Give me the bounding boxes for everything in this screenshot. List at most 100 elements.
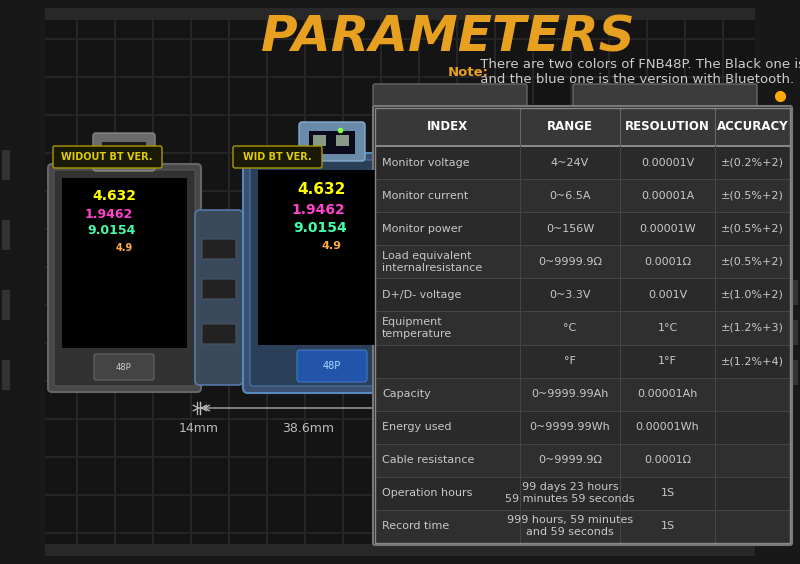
Bar	[494, 0, 495, 564]
Bar	[2, 220, 10, 250]
Text: °F: °F	[564, 356, 576, 366]
Text: ±(1.0%+2): ±(1.0%+2)	[721, 290, 784, 300]
Bar	[190, 0, 191, 564]
Bar	[375, 212, 790, 245]
Bar	[684, 0, 686, 564]
Text: 0~9999.99Ah: 0~9999.99Ah	[531, 389, 609, 399]
Text: 0.0001Ω: 0.0001Ω	[644, 257, 691, 267]
Bar	[375, 108, 790, 146]
Text: Equipment
temperature: Equipment temperature	[382, 317, 452, 339]
Bar	[0, 266, 800, 267]
Text: 999 hours, 59 minutes
and 59 seconds: 999 hours, 59 minutes and 59 seconds	[507, 515, 633, 537]
Bar	[0, 0, 2, 564]
Bar	[375, 245, 790, 278]
Text: Energy used: Energy used	[382, 422, 451, 432]
Bar	[375, 345, 790, 377]
Text: ±(1.2%+3): ±(1.2%+3)	[721, 323, 784, 333]
Text: 0.001V: 0.001V	[648, 290, 687, 300]
Bar	[336, 135, 349, 146]
Text: 0.00001Ah: 0.00001Ah	[638, 389, 698, 399]
Text: 0.00001V: 0.00001V	[641, 157, 694, 168]
FancyBboxPatch shape	[573, 84, 757, 108]
Bar	[342, 0, 343, 564]
Text: 1.9462: 1.9462	[85, 208, 133, 221]
FancyBboxPatch shape	[373, 84, 527, 108]
Text: ±(0.5%+2): ±(0.5%+2)	[721, 224, 784, 233]
FancyBboxPatch shape	[94, 354, 154, 380]
Bar	[375, 146, 790, 179]
Bar	[375, 377, 790, 411]
Text: 0~6.5A: 0~6.5A	[550, 191, 590, 201]
Bar	[0, 532, 800, 534]
Text: Monitor power: Monitor power	[382, 224, 462, 233]
Bar	[0, 0, 800, 2]
Bar	[114, 0, 115, 564]
Bar	[375, 179, 790, 212]
Bar	[375, 278, 790, 311]
Bar	[375, 510, 790, 543]
Text: Monitor current: Monitor current	[382, 191, 468, 201]
Bar	[0, 456, 800, 457]
Text: RANGE: RANGE	[547, 121, 593, 134]
Bar	[0, 0, 45, 564]
FancyBboxPatch shape	[53, 146, 162, 168]
Text: °C: °C	[563, 323, 577, 333]
Text: 0.00001Wh: 0.00001Wh	[636, 422, 699, 432]
Bar	[309, 131, 355, 154]
FancyBboxPatch shape	[93, 133, 155, 171]
Text: Load equivalent
internalresistance: Load equivalent internalresistance	[382, 251, 482, 273]
Bar	[2, 150, 10, 180]
Text: 4.632: 4.632	[298, 183, 346, 197]
Bar	[0, 304, 800, 306]
FancyBboxPatch shape	[48, 164, 201, 392]
Bar	[62, 178, 187, 348]
Bar	[2, 290, 10, 320]
Text: Record time: Record time	[382, 522, 450, 531]
Text: 0~9999.99Wh: 0~9999.99Wh	[530, 422, 610, 432]
Bar	[304, 0, 306, 564]
Text: PARAMETERS: PARAMETERS	[261, 14, 635, 62]
Bar	[258, 170, 406, 345]
Bar	[0, 152, 800, 153]
Text: 0.00001A: 0.00001A	[641, 191, 694, 201]
Text: 1S: 1S	[661, 522, 674, 531]
Text: Monitor voltage: Monitor voltage	[382, 157, 470, 168]
Bar	[608, 0, 610, 564]
Bar	[152, 0, 154, 564]
Bar	[375, 411, 790, 444]
Text: Cable resistance: Cable resistance	[382, 455, 474, 465]
Text: 99 days 23 hours
59 minutes 59 seconds: 99 days 23 hours 59 minutes 59 seconds	[506, 482, 634, 504]
Text: 9.0154: 9.0154	[293, 221, 347, 235]
Text: ±(0.5%+2): ±(0.5%+2)	[721, 257, 784, 267]
Text: 9.0154: 9.0154	[88, 223, 136, 236]
Text: 0~3.3V: 0~3.3V	[550, 290, 590, 300]
Bar	[228, 0, 230, 564]
Bar	[266, 0, 267, 564]
FancyBboxPatch shape	[195, 210, 243, 385]
Text: 4.632: 4.632	[92, 189, 136, 203]
Bar	[0, 38, 800, 39]
Bar	[790, 360, 798, 385]
FancyBboxPatch shape	[202, 239, 236, 259]
Text: 14mm: 14mm	[178, 422, 218, 435]
Bar	[106, 146, 118, 156]
Bar	[0, 544, 800, 564]
Text: There are two colors of FNB48P. The Black one is the versionwithout Bluetooth,
 : There are two colors of FNB48P. The Blac…	[476, 58, 800, 86]
Bar	[646, 0, 647, 564]
Bar	[0, 494, 800, 496]
Bar	[0, 114, 800, 116]
Text: 1S: 1S	[661, 488, 674, 499]
FancyBboxPatch shape	[250, 160, 414, 386]
Text: ±(1.2%+4): ±(1.2%+4)	[721, 356, 784, 366]
Bar	[375, 145, 790, 147]
Text: RESOLUTION: RESOLUTION	[625, 121, 710, 134]
Text: ±(0.2%+2): ±(0.2%+2)	[721, 157, 784, 168]
Text: 4.9: 4.9	[115, 243, 133, 253]
Text: 0~9999.9Ω: 0~9999.9Ω	[538, 257, 602, 267]
Bar	[570, 0, 571, 564]
Bar	[0, 418, 800, 420]
Bar	[380, 0, 382, 564]
Bar	[0, 0, 800, 20]
Text: Capacity: Capacity	[382, 389, 430, 399]
Bar	[38, 0, 39, 564]
